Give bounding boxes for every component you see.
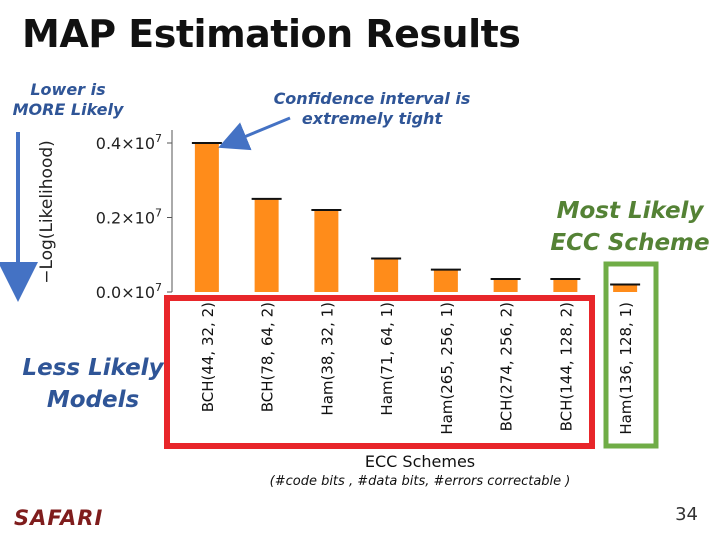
page-number: 34	[675, 504, 698, 525]
bars	[191, 142, 641, 292]
annotations	[0, 116, 659, 449]
x-tick-label: Ham(136, 128, 1)	[617, 302, 635, 435]
less-likely-label: Less Likely Models	[22, 355, 164, 413]
lower-is-more-likely-note: Lower is MORE Likely	[12, 80, 124, 119]
confidence-interval-note: Confidence interval is extremely tight	[273, 89, 471, 128]
bar	[433, 269, 458, 292]
most-likely-label: Most Likely ECC Scheme	[550, 198, 710, 256]
x-tick-label: Ham(38, 32, 1)	[318, 302, 336, 416]
most-likely-box	[603, 261, 659, 449]
y-tick-label: 0.4×107	[96, 132, 162, 153]
x-tick-label: BCH(44, 32, 2)	[199, 302, 217, 412]
bar	[493, 278, 518, 292]
x-axis-note: (#code bits , #data bits, #errors correc…	[269, 474, 571, 489]
bar	[254, 198, 279, 292]
x-tick-label: BCH(274, 256, 2)	[498, 302, 516, 431]
x-axis-title: ECC Schemes	[364, 452, 476, 471]
bar	[314, 210, 339, 292]
safari-logo: SAFARI	[14, 506, 104, 530]
less-likely-box	[164, 295, 595, 449]
x-tick-label: BCH(144, 128, 2)	[557, 302, 575, 431]
y-tick-label: 0.2×107	[96, 207, 162, 228]
bar	[553, 278, 578, 292]
y-axis-title: −Log(Likelihood)	[37, 140, 57, 284]
y-axis: 0.0×107 0.2×107 0.4×107 −Log(Likelihood)	[37, 130, 173, 302]
bar	[374, 258, 399, 292]
x-tick-label: BCH(78, 64, 2)	[259, 302, 277, 412]
x-tick-label: Ham(71, 64, 1)	[378, 302, 396, 416]
slide-title: MAP Estimation Results	[22, 12, 521, 56]
y-tick-label: 0.0×107	[96, 281, 162, 302]
bar	[194, 143, 219, 292]
x-tick-label: Ham(265, 256, 1)	[438, 302, 456, 435]
x-tick-labels: BCH(44, 32, 2) BCH(78, 64, 2) Ham(38, 32, …	[199, 302, 635, 435]
bar	[613, 284, 638, 292]
confidence-arrow	[218, 116, 291, 151]
